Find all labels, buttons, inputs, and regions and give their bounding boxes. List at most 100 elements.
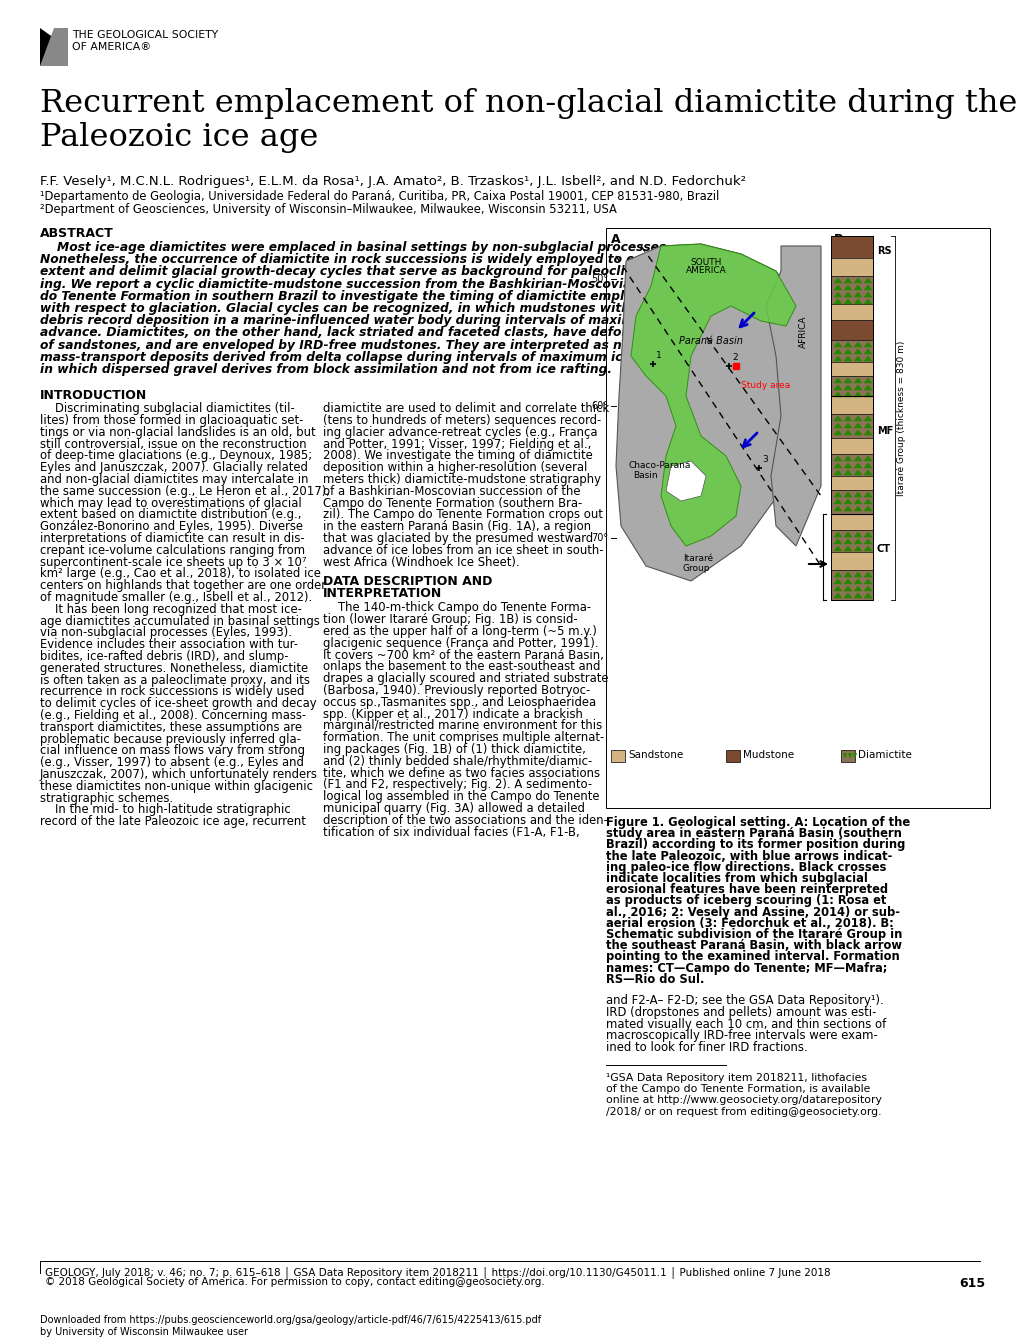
Text: diamictite are used to delimit and correlate thick: diamictite are used to delimit and corre… [323,402,608,415]
Polygon shape [863,430,871,435]
Bar [830,320,872,340]
Polygon shape [843,470,851,474]
Text: centers on highlands that together are one order: centers on highlands that together are o… [40,579,326,593]
Text: Study area: Study area [740,380,790,390]
Bar [830,237,872,258]
Text: of deep-time glaciations (e.g., Deynoux, 1985;: of deep-time glaciations (e.g., Deynoux,… [40,449,312,462]
Polygon shape [853,278,861,284]
Polygon shape [863,392,871,396]
Text: CT: CT [876,544,891,554]
Text: ered as the upper half of a long-term (~5 m.y.): ered as the upper half of a long-term (~… [323,625,596,638]
Text: 2008). We investigate the timing of diamictite: 2008). We investigate the timing of diam… [323,449,592,462]
Polygon shape [834,423,841,427]
Polygon shape [863,593,871,598]
Text: zil). The Campo do Tenente Formation crops out: zil). The Campo do Tenente Formation cro… [323,508,602,521]
Text: González-Bonorino and Eyles, 1995). Diverse: González-Bonorino and Eyles, 1995). Dive… [40,520,303,534]
Polygon shape [847,753,851,759]
Text: A: A [610,233,620,246]
Text: 60°: 60° [590,402,607,411]
Text: problematic because previously inferred gla-: problematic because previously inferred … [40,732,301,746]
Text: these diamictites non-unique within glacigenic: these diamictites non-unique within glac… [40,780,313,793]
Text: lites) from those formed in glacioaquatic set-: lites) from those formed in glacioaquati… [40,414,303,427]
Text: (e.g., Fielding et al., 2008). Concerning mass-: (e.g., Fielding et al., 2008). Concernin… [40,710,306,722]
Text: indicate localities from which subglacial: indicate localities from which subglacia… [605,872,867,884]
Bar [830,552,872,570]
Polygon shape [843,430,851,435]
Text: bidites, ice-rafted debris (IRD), and slump-: bidites, ice-rafted debris (IRD), and sl… [40,650,288,663]
Text: Chaco-Paraná: Chaco-Paraná [629,461,691,470]
Polygon shape [863,532,871,538]
Polygon shape [863,292,871,297]
Text: drapes a glacially scoured and striated substrate: drapes a glacially scoured and striated … [323,672,608,685]
Polygon shape [853,593,861,598]
Text: ing glacier advance-retreat cycles (e.g., França: ing glacier advance-retreat cycles (e.g.… [323,426,597,438]
Text: tion (lower Itararé Group; Fig. 1B) is consid-: tion (lower Itararé Group; Fig. 1B) is c… [323,613,577,626]
Polygon shape [863,423,871,427]
Text: west Africa (Windhoek Ice Sheet).: west Africa (Windhoek Ice Sheet). [323,555,519,569]
Text: Recurrent emplacement of non-glacial diamictite during the late: Recurrent emplacement of non-glacial dia… [40,87,1019,120]
Text: GEOLOGY, July 2018; v. 46; no. 7; p. 615–618 │ GSA Data Repository item 2018211 : GEOLOGY, July 2018; v. 46; no. 7; p. 615… [45,1266,829,1278]
Polygon shape [853,462,861,468]
Bar [830,237,872,599]
Text: 50°: 50° [590,274,607,284]
Polygon shape [834,417,841,421]
Text: tification of six individual facies (F1-A, F1-B,: tification of six individual facies (F1-… [323,825,579,839]
Polygon shape [863,349,871,353]
Text: IRD (dropstones and pellets) amount was esti-: IRD (dropstones and pellets) amount was … [605,1005,875,1019]
Polygon shape [843,349,851,353]
Polygon shape [834,292,841,297]
Text: 2: 2 [732,353,737,362]
Text: Sandstone: Sandstone [628,750,683,759]
Text: ²Department of Geosciences, University of Wisconsin–Milwaukee, Milwaukee, Wiscon: ²Department of Geosciences, University o… [40,203,616,216]
Text: record of the late Paleozoic ice age, recurrent: record of the late Paleozoic ice age, re… [40,816,306,828]
Polygon shape [834,593,841,598]
Text: erosional features have been reinterpreted: erosional features have been reinterpret… [605,883,888,896]
Text: The 140-m-thick Campo do Tenente Forma-: The 140-m-thick Campo do Tenente Forma- [323,601,591,614]
Bar [830,476,872,491]
Bar [830,570,872,599]
Text: to delimit cycles of ice-sheet growth and decay: to delimit cycles of ice-sheet growth an… [40,698,316,710]
Polygon shape [843,573,851,577]
Polygon shape [863,378,871,383]
Polygon shape [853,586,861,591]
Polygon shape [853,579,861,585]
Polygon shape [843,392,851,396]
Text: Group: Group [683,564,710,573]
Text: Most ice-age diamictites were emplaced in basinal settings by non-subglacial pro: Most ice-age diamictites were emplaced i… [40,241,671,254]
Text: occus sp.,Tasmanites spp., and Leiosphaeridea: occus sp.,Tasmanites spp., and Leiosphae… [323,696,595,708]
Text: cial influence on mass flows vary from strong: cial influence on mass flows vary from s… [40,745,305,758]
Text: age diamictites accumulated in basinal settings: age diamictites accumulated in basinal s… [40,614,319,628]
Text: Schematic subdivision of the Itararé Group in: Schematic subdivision of the Itararé Gro… [605,927,902,941]
Polygon shape [834,532,841,538]
Text: THE GEOLOGICAL SOCIETY: THE GEOLOGICAL SOCIETY [72,30,218,40]
Polygon shape [863,573,871,577]
Polygon shape [843,423,851,427]
Bar [830,304,872,320]
Text: the southeast Paraná Basin, with black arrow: the southeast Paraná Basin, with black a… [605,939,901,952]
Text: Campo do Tenente Formation (southern Bra-: Campo do Tenente Formation (southern Bra… [323,496,582,509]
Polygon shape [834,462,841,468]
Text: extent based on diamictite distribution (e.g.,: extent based on diamictite distribution … [40,508,302,521]
Polygon shape [843,278,851,284]
Text: Itararé Group (thickness = 830 m): Itararé Group (thickness = 830 m) [896,340,906,496]
Polygon shape [853,378,861,383]
Text: al., 2016; 2: Vesely and Assine, 2014) or sub-: al., 2016; 2: Vesely and Assine, 2014) o… [605,906,899,918]
Polygon shape [843,499,851,504]
Polygon shape [843,384,851,390]
Bar [830,396,872,414]
Text: onlaps the basement to the east-southeast and: onlaps the basement to the east-southeas… [323,660,600,673]
Text: debris record deposition in a marine-influenced water body during intervals of m: debris record deposition in a marine-inf… [40,314,679,327]
Text: tite, which we define as two facies associations: tite, which we define as two facies asso… [323,766,599,780]
Text: INTERPRETATION: INTERPRETATION [323,587,442,601]
Polygon shape [834,430,841,435]
Text: RS—Rio do Sul.: RS—Rio do Sul. [605,973,704,985]
Text: mass-transport deposits derived from delta collapse during intervals of maximum : mass-transport deposits derived from del… [40,351,688,364]
Text: stratigraphic schemes.: stratigraphic schemes. [40,792,173,805]
Polygon shape [852,753,856,759]
Bar [726,750,739,762]
Text: pointing to the examined interval. Formation: pointing to the examined interval. Forma… [605,950,899,964]
Polygon shape [853,417,861,421]
Polygon shape [834,278,841,284]
Polygon shape [843,579,851,585]
Text: SOUTH: SOUTH [690,258,721,267]
